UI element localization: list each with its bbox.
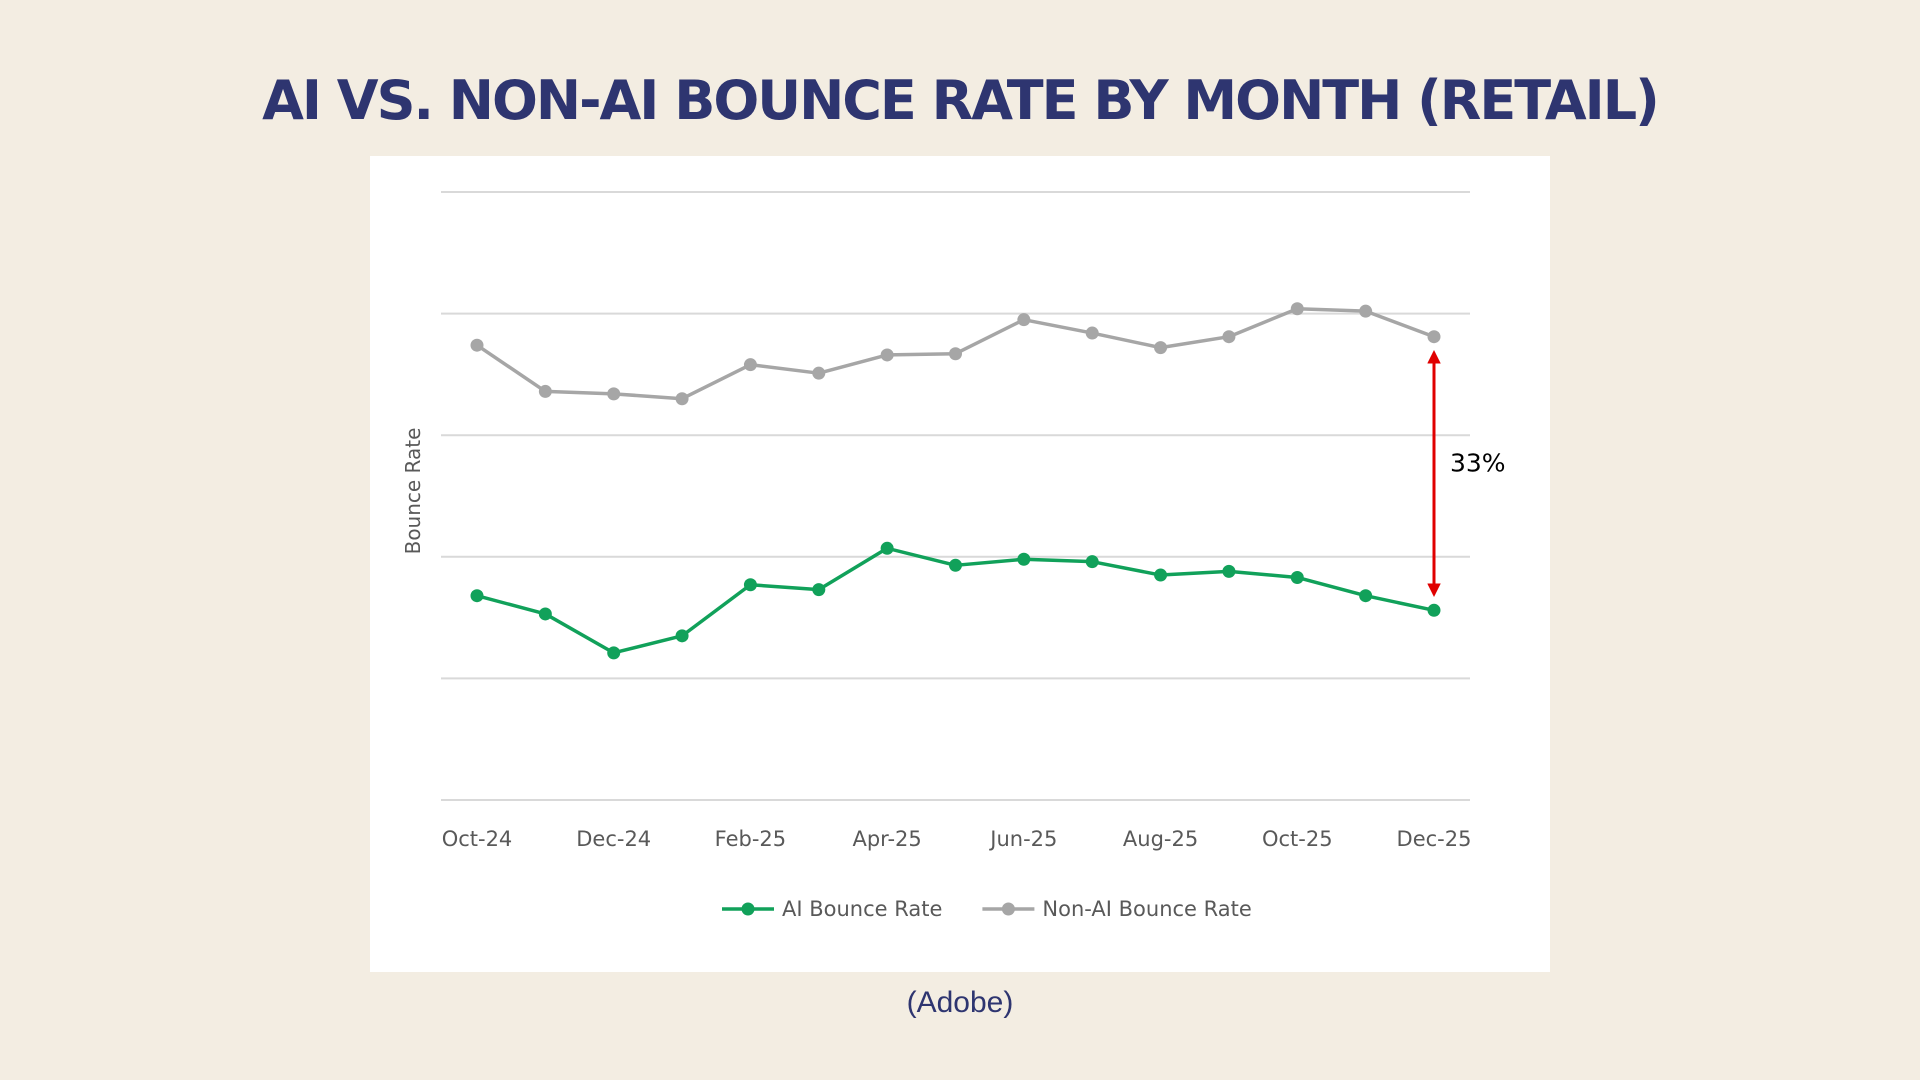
x-tick-label: Apr-25: [852, 827, 921, 851]
ai-bounce-rate-point: [607, 646, 621, 660]
gridlines: [441, 191, 1470, 801]
non-ai-bounce-rate-legend-marker: [1001, 902, 1015, 916]
non-ai-bounce-rate-point: [1222, 330, 1236, 344]
ai-bounce-rate-point: [1290, 570, 1304, 584]
non-ai-bounce-rate-point: [743, 358, 757, 372]
non-ai-bounce-rate-point: [538, 384, 552, 398]
non-ai-bounce-rate-point: [812, 366, 826, 380]
page-title: AI VS. NON-AI BOUNCE RATE BY MONTH (RETA…: [262, 69, 1660, 132]
non-ai-bounce-rate-point: [607, 387, 621, 401]
non-ai-bounce-rate-legend-label: Non-AI Bounce Rate: [1042, 897, 1251, 921]
source-note: (Adobe): [906, 986, 1014, 1019]
x-axis-ticks: Oct-24 Dec-24 Feb-25 Apr-25 Jun-25 Aug-25 Oct-…: [442, 827, 1472, 851]
non-ai-bounce-rate-point: [1017, 313, 1031, 327]
ai-bounce-rate-point: [949, 558, 962, 572]
non-ai-bounce-rate-point: [1427, 330, 1441, 344]
non-ai-bounce-rate-point: [470, 338, 484, 352]
non-ai-bounce-rate-point: [1154, 341, 1168, 355]
ai-bounce-rate-point: [1154, 568, 1168, 582]
series-lines: [470, 302, 1441, 660]
non-ai-bounce-rate-point: [1290, 302, 1304, 316]
x-tick-label: Feb-25: [715, 827, 786, 851]
ai-bounce-rate-point: [1427, 603, 1441, 617]
ai-bounce-rate-point: [743, 578, 757, 592]
line-chart: 33% Oct-24 Dec-24 Feb-25 Apr-25 Jun-25 Aug-25…: [401, 191, 1506, 921]
ai-bounce-rate-point: [1359, 589, 1373, 603]
x-tick-label: Dec-24: [576, 827, 651, 851]
y-axis-label: Bounce Rate: [401, 428, 425, 555]
annotations: 33%: [1427, 350, 1506, 598]
non-ai-bounce-rate-point: [949, 347, 962, 361]
x-tick-label: Jun-25: [988, 827, 1057, 851]
ai-bounce-rate-point: [812, 583, 826, 597]
ai-bounce-rate-point: [538, 607, 552, 621]
gap-annotation-label: 33%: [1450, 449, 1506, 478]
x-tick-label: Dec-25: [1397, 827, 1472, 851]
non-ai-bounce-rate-point: [1359, 304, 1373, 318]
ai-bounce-rate-point: [470, 589, 484, 603]
non-ai-bounce-rate-point: [1085, 326, 1099, 340]
x-tick-label: Aug-25: [1123, 827, 1198, 851]
ai-bounce-rate-point: [880, 541, 894, 555]
ai-bounce-rate-legend-marker: [741, 902, 755, 916]
legend: AI Bounce Rate Non-AI Bounce Rate: [722, 897, 1252, 921]
non-ai-bounce-rate-point: [675, 392, 689, 406]
ai-bounce-rate-point: [1085, 555, 1099, 569]
non-ai-bounce-rate-point: [880, 348, 894, 362]
x-tick-label: Oct-24: [442, 827, 513, 851]
ai-bounce-rate-point: [1017, 552, 1031, 566]
ai-bounce-rate-point: [1222, 564, 1236, 578]
x-tick-label: Oct-25: [1262, 827, 1333, 851]
chart-panel: 33% Oct-24 Dec-24 Feb-25 Apr-25 Jun-25 Aug-25…: [370, 156, 1550, 972]
ai-bounce-rate-point: [675, 629, 689, 643]
ai-bounce-rate-legend-label: AI Bounce Rate: [782, 897, 942, 921]
